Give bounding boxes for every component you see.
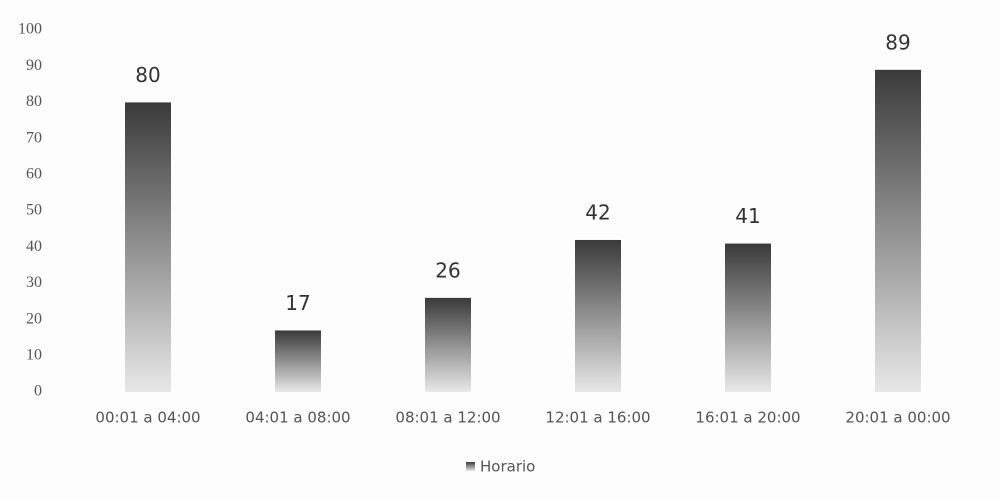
- y-tick-label: 10: [26, 346, 42, 363]
- bar: [275, 330, 321, 392]
- x-tick-label: 20:01 a 00:00: [845, 409, 950, 427]
- y-tick-label: 100: [18, 21, 42, 38]
- y-tick-label: 0: [34, 383, 42, 400]
- y-tick-label: 20: [26, 310, 42, 327]
- legend-swatch: [466, 462, 475, 471]
- bar: [575, 239, 621, 392]
- y-tick-label: 40: [26, 238, 42, 255]
- x-tick-label: 08:01 a 12:00: [395, 409, 500, 427]
- y-tick-label: 70: [26, 129, 42, 146]
- bar: [125, 102, 171, 393]
- data-label: 42: [585, 200, 610, 224]
- legend-label: Horario: [480, 458, 535, 476]
- data-label: 80: [135, 63, 160, 87]
- x-tick-label: 04:01 a 08:00: [245, 409, 350, 427]
- data-label: 89: [885, 30, 910, 54]
- data-label: 26: [435, 258, 460, 282]
- bar: [425, 297, 471, 392]
- data-label: 17: [285, 291, 310, 315]
- data-label: 41: [735, 204, 760, 228]
- y-tick-label: 60: [26, 165, 42, 182]
- y-tick-label: 30: [26, 274, 42, 291]
- y-tick-label: 90: [26, 57, 42, 74]
- x-tick-label: 12:01 a 16:00: [545, 409, 650, 427]
- x-tick-label: 16:01 a 20:00: [695, 409, 800, 427]
- y-tick-label: 50: [26, 202, 42, 219]
- x-tick-label: 00:01 a 04:00: [95, 409, 200, 427]
- bar: [725, 243, 771, 392]
- bar: [875, 69, 921, 392]
- y-tick-label: 80: [26, 93, 42, 110]
